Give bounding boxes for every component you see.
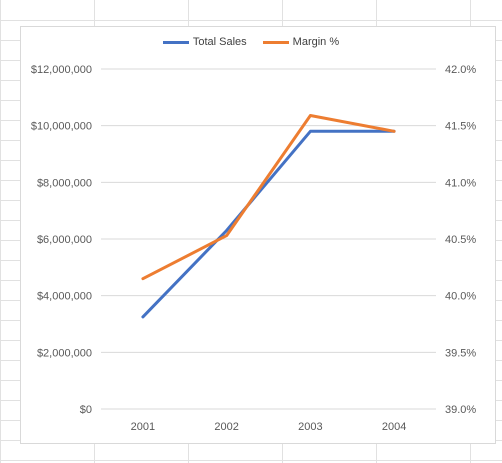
y-secondary-tick-label: 39.0% [445, 404, 476, 416]
legend-label-total-sales: Total Sales [192, 36, 247, 48]
y-primary-tick-label: $0 [80, 404, 92, 416]
y-secondary-tick-label: 40.5% [445, 234, 476, 246]
y-primary-tick-label: $12,000,000 [31, 64, 92, 76]
legend-swatch-total-sales [162, 40, 189, 44]
series-line-margin[interactable] [141, 114, 396, 281]
y-primary-tick-label: $10,000,000 [31, 121, 92, 133]
legend-item-margin: Margin % [262, 36, 340, 48]
x-tick-label: 2002 [214, 421, 238, 433]
y-secondary-tick-label: 41.5% [445, 121, 476, 133]
y-primary-tick-label: $2,000,000 [37, 347, 92, 359]
y-secondary-tick-label: 40.0% [445, 291, 476, 303]
legend-label-margin: Margin % [292, 36, 340, 48]
y-secondary-tick-label: 42.0% [445, 64, 476, 76]
y-primary-tick-label: $4,000,000 [37, 291, 92, 303]
y-secondary-tick-label: 39.5% [445, 347, 476, 359]
x-tick-label: 2003 [298, 421, 322, 433]
x-tick-label: 2004 [382, 421, 406, 433]
legend-swatch-margin [262, 40, 289, 44]
x-tick-label: 2001 [131, 421, 155, 433]
chart-legend: Total Sales Margin % [0, 36, 502, 48]
series-line-total-sales[interactable] [141, 129, 396, 319]
y-secondary-tick-label: 41.0% [445, 177, 476, 189]
y-primary-tick-label: $6,000,000 [37, 234, 92, 246]
chart-area[interactable] [20, 26, 496, 444]
y-primary-tick-label: $8,000,000 [37, 177, 92, 189]
legend-item-total-sales: Total Sales [162, 36, 247, 48]
